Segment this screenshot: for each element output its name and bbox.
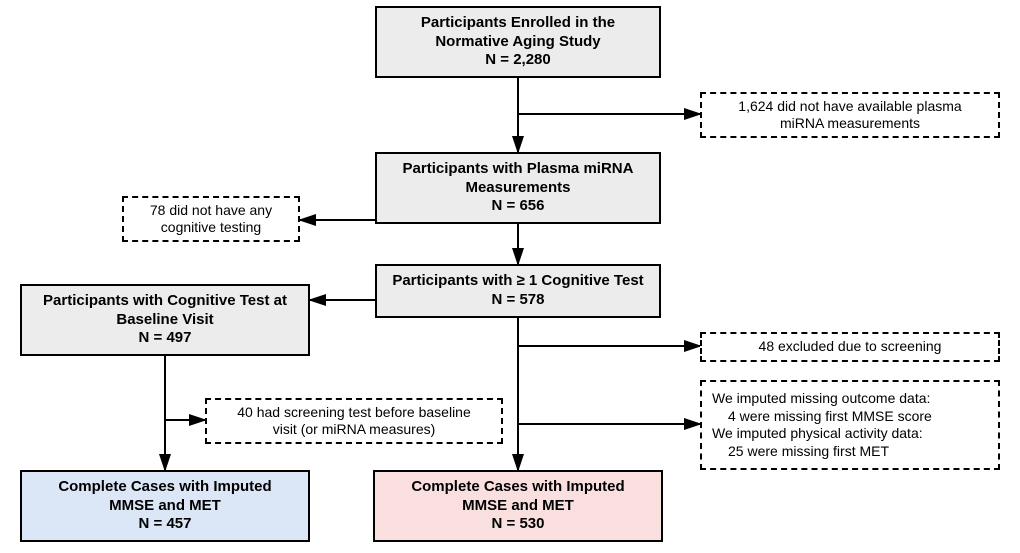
node-imputed-l1: We imputed missing outcome data: (712, 390, 930, 408)
node-excl-screening-text: 48 excluded due to screening (759, 338, 942, 356)
node-baseline-line2: Baseline Visit (116, 311, 213, 330)
node-ge1-line1: Participants with ≥ 1 Cognitive Test (392, 272, 643, 291)
node-excl-40-line1: 40 had screening test before baseline (237, 404, 471, 422)
node-excl-cog-line2: cognitive testing (161, 219, 261, 237)
node-enrolled: Participants Enrolled in the Normative A… (375, 6, 661, 78)
node-excl-plasma-line1: 1,624 did not have available plasma (738, 98, 961, 116)
node-left-final-n: N = 457 (139, 515, 192, 534)
node-ge1-cognitive: Participants with ≥ 1 Cognitive Test N =… (375, 264, 661, 318)
node-imputed-l4: 25 were missing first MET (712, 443, 889, 461)
node-imputed: We imputed missing outcome data: 4 were … (700, 380, 1000, 470)
node-excl-40: 40 had screening test before baseline vi… (205, 398, 503, 444)
node-imputed-l2: 4 were missing first MMSE score (712, 408, 932, 426)
node-imputed-l3: We imputed physical activity data: (712, 425, 923, 443)
node-right-final-line1: Complete Cases with Imputed (411, 478, 624, 497)
node-excl-plasma-line2: miRNA measurements (780, 115, 920, 133)
node-enrolled-line2: Normative Aging Study (435, 33, 600, 52)
node-complete-cases-530: Complete Cases with Imputed MMSE and MET… (373, 470, 663, 542)
node-left-final-line2: MMSE and MET (109, 497, 221, 516)
node-enrolled-n: N = 2,280 (485, 51, 550, 70)
node-right-final-n: N = 530 (492, 515, 545, 534)
node-excl-40-line2: visit (or miRNA measures) (273, 421, 436, 439)
node-excl-cog: 78 did not have any cognitive testing (122, 196, 300, 242)
node-enrolled-line1: Participants Enrolled in the (421, 14, 615, 33)
node-baseline: Participants with Cognitive Test at Base… (20, 284, 310, 356)
node-ge1-n: N = 578 (492, 291, 545, 310)
node-plasma-n: N = 656 (492, 197, 545, 216)
node-excl-cog-line1: 78 did not have any (150, 202, 272, 220)
node-excl-plasma: 1,624 did not have available plasma miRN… (700, 92, 1000, 138)
node-excl-screening: 48 excluded due to screening (700, 332, 1000, 362)
node-complete-cases-457: Complete Cases with Imputed MMSE and MET… (20, 470, 310, 542)
node-plasma: Participants with Plasma miRNA Measureme… (375, 152, 661, 224)
node-plasma-line2: Measurements (465, 179, 570, 198)
node-baseline-line1: Participants with Cognitive Test at (43, 292, 287, 311)
node-right-final-line2: MMSE and MET (462, 497, 574, 516)
node-baseline-n: N = 497 (139, 329, 192, 348)
node-plasma-line1: Participants with Plasma miRNA (403, 160, 634, 179)
node-left-final-line1: Complete Cases with Imputed (58, 478, 271, 497)
